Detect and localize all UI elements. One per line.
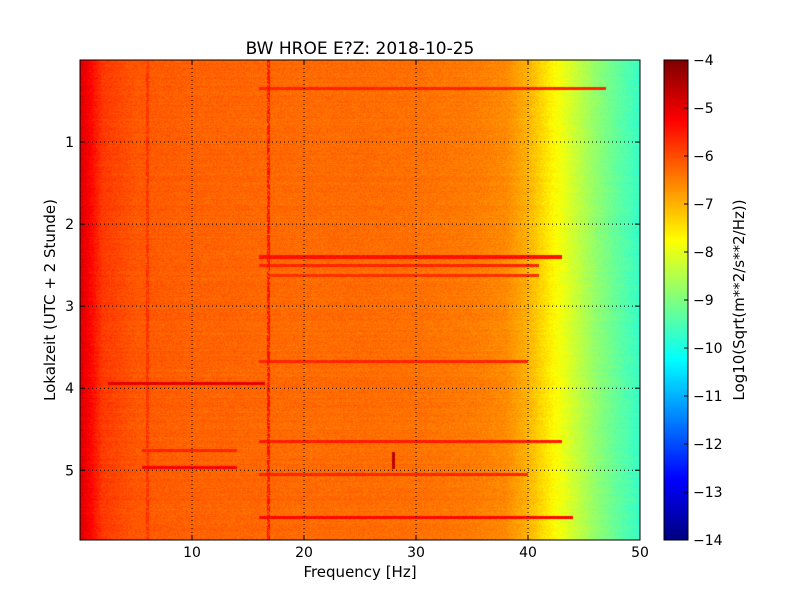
colorbar: −4 −5 −6 −7 −8 −9 −10 −11 −12 −13 −14 Log10(Sqrt(m…: [663, 53, 748, 549]
y-tick-label: 5: [65, 463, 74, 479]
y-tick-label: 1: [65, 135, 74, 151]
plot-frame: [79, 59, 641, 541]
y-axis-label: Lokalzeit (UTC + 2 Stunde): [41, 199, 59, 401]
grid-lines: [80, 60, 640, 540]
colorbar-tick-label: −14: [693, 533, 723, 549]
colorbar-tick-label: −4: [693, 53, 714, 69]
y-tick-label: 2: [65, 217, 74, 233]
x-axis-label: Frequency [Hz]: [303, 563, 416, 581]
x-tick-label: 10: [183, 545, 201, 561]
colorbar-tick-label: −5: [693, 101, 714, 117]
x-tick-label: 20: [295, 545, 313, 561]
y-tick-label: 3: [65, 299, 74, 315]
x-tick-label: 50: [631, 545, 649, 561]
colorbar-tick-label: −13: [693, 485, 723, 501]
colorbar-tick-label: −7: [693, 197, 714, 213]
spectrogram-heatmap: [80, 60, 640, 540]
colorbar-tick-label: −6: [693, 149, 714, 165]
x-axis: 10 20 30 40 50: [183, 60, 649, 561]
chart-title: BW HROE E?Z: 2018-10-25: [246, 39, 475, 59]
colorbar-tick-label: −8: [693, 245, 714, 261]
y-axis: 1 2 3 4 5: [65, 135, 640, 479]
colorbar-label: Log10(Sqrt(m**2/s**2/Hz)): [730, 199, 748, 400]
colorbar-tick-label: −10: [693, 341, 723, 357]
y-tick-label: 4: [65, 381, 74, 397]
colorbar-tick-label: −9: [693, 293, 714, 309]
plot-area: [79, 59, 641, 541]
x-tick-label: 40: [519, 545, 537, 561]
colorbar-tick-label: −12: [693, 437, 723, 453]
x-tick-label: 30: [407, 545, 425, 561]
colorbar-ticks: −4 −5 −6 −7 −8 −9 −10 −11 −12 −13 −14: [684, 53, 723, 549]
colorbar-tick-label: −11: [693, 389, 723, 405]
